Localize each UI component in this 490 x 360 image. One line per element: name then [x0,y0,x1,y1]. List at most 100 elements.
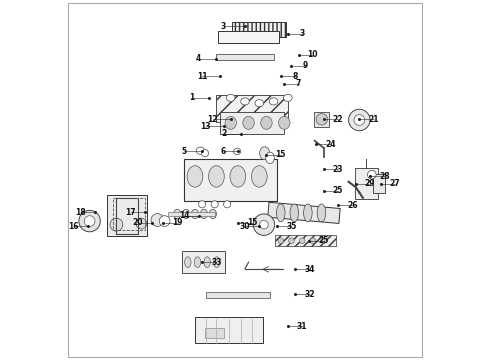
Text: 12: 12 [208,115,218,124]
Ellipse shape [317,204,326,222]
Ellipse shape [226,94,235,102]
Ellipse shape [234,148,241,155]
Text: 7: 7 [296,79,301,88]
Ellipse shape [79,210,100,232]
Ellipse shape [261,116,272,129]
Ellipse shape [200,209,207,219]
Ellipse shape [276,204,285,222]
Text: 25: 25 [318,236,329,245]
Ellipse shape [279,116,290,129]
Text: 23: 23 [333,165,343,174]
FancyBboxPatch shape [195,317,263,343]
Ellipse shape [310,238,316,244]
FancyBboxPatch shape [168,212,215,216]
FancyBboxPatch shape [373,174,385,193]
Ellipse shape [255,100,264,107]
Ellipse shape [251,166,267,187]
FancyBboxPatch shape [107,195,147,236]
Text: 29: 29 [365,179,375,188]
FancyBboxPatch shape [205,328,224,338]
Ellipse shape [230,166,245,187]
Text: 10: 10 [308,50,318,59]
Text: 5: 5 [182,147,187,156]
Text: 35: 35 [286,222,296,231]
FancyBboxPatch shape [206,292,270,298]
Ellipse shape [304,204,312,222]
Text: 28: 28 [379,172,390,181]
Ellipse shape [151,213,164,226]
Ellipse shape [84,216,95,226]
Ellipse shape [214,257,220,267]
Ellipse shape [194,257,201,267]
Ellipse shape [182,209,190,219]
Text: 14: 14 [179,211,190,220]
Ellipse shape [278,238,284,244]
Text: 1: 1 [189,93,194,102]
FancyBboxPatch shape [275,235,336,247]
Text: 32: 32 [304,290,315,299]
Text: 3: 3 [221,22,226,31]
Text: 17: 17 [125,208,136,217]
Ellipse shape [241,98,249,105]
Text: 11: 11 [197,72,207,81]
Ellipse shape [209,166,224,187]
Text: 9: 9 [303,61,308,70]
FancyBboxPatch shape [314,112,329,127]
Ellipse shape [348,109,370,131]
FancyBboxPatch shape [355,168,378,199]
FancyBboxPatch shape [218,31,279,43]
Ellipse shape [260,147,270,159]
Ellipse shape [321,238,326,244]
Text: 20: 20 [133,219,143,228]
Text: 2: 2 [221,129,226,138]
Ellipse shape [354,114,365,125]
Ellipse shape [192,209,198,219]
Ellipse shape [209,209,217,219]
Ellipse shape [299,238,305,244]
Ellipse shape [266,152,274,163]
Text: 15: 15 [247,219,257,228]
Ellipse shape [223,201,231,208]
Text: 16: 16 [68,222,79,231]
FancyBboxPatch shape [217,54,273,60]
Ellipse shape [110,218,123,231]
Ellipse shape [136,218,147,229]
Ellipse shape [289,238,294,244]
Ellipse shape [290,204,298,222]
Ellipse shape [284,94,292,102]
Ellipse shape [159,216,170,226]
Text: 18: 18 [75,208,86,217]
FancyBboxPatch shape [232,22,286,37]
Ellipse shape [270,98,278,105]
Text: 31: 31 [297,322,307,331]
Ellipse shape [201,150,209,157]
FancyBboxPatch shape [184,159,277,201]
Text: 21: 21 [368,115,379,124]
Text: 3: 3 [299,29,305,38]
FancyBboxPatch shape [217,95,288,122]
Ellipse shape [198,201,206,208]
Ellipse shape [253,214,275,235]
Ellipse shape [225,116,237,129]
Text: 34: 34 [304,265,315,274]
Ellipse shape [316,113,327,125]
Text: 6: 6 [221,147,226,156]
Ellipse shape [187,166,203,187]
Text: 13: 13 [200,122,211,131]
Text: 27: 27 [390,179,400,188]
FancyBboxPatch shape [268,202,340,224]
Text: 30: 30 [240,222,250,231]
Text: 4: 4 [196,54,201,63]
FancyBboxPatch shape [182,251,225,273]
Text: 25: 25 [333,186,343,195]
Ellipse shape [173,209,181,219]
Ellipse shape [368,170,376,179]
Text: 24: 24 [325,140,336,149]
Ellipse shape [260,220,268,229]
Ellipse shape [211,201,218,208]
FancyBboxPatch shape [220,112,284,134]
Text: 33: 33 [211,258,221,267]
Text: 19: 19 [172,219,182,228]
Text: 15: 15 [275,150,286,159]
Text: 8: 8 [293,72,298,81]
